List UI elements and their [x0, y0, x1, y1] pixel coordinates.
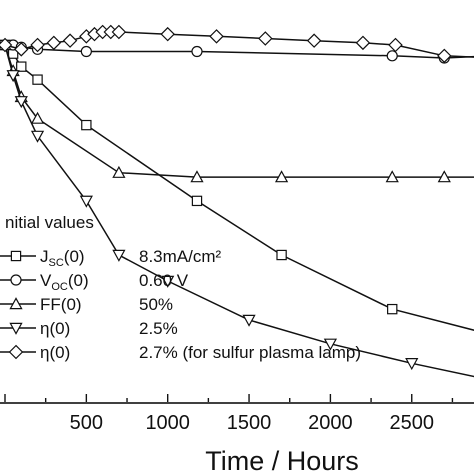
- legend: nitial values JSC(0) 8.3mA/cm² VOC(0) 0.60 V…: [0, 213, 361, 362]
- legend-marker: [9, 322, 23, 335]
- legend-entry: FF(0) 50%: [0, 295, 173, 314]
- data-point-square: [32, 74, 43, 85]
- x-tick-label: 2500: [390, 412, 435, 434]
- x-tick-label: 1500: [227, 412, 272, 434]
- legend-title: nitial values: [5, 213, 94, 232]
- legend-entry: JSC(0) 8.3mA/cm²: [0, 247, 222, 269]
- data-point-diamond: [437, 48, 452, 64]
- series-diamond: [0, 24, 474, 64]
- data-point-triangle-up: [437, 170, 451, 183]
- legend-value: 8.3mA/cm²: [139, 247, 222, 266]
- legend-entry: η(0) 2.5%: [0, 319, 178, 338]
- data-point-diamond: [306, 33, 322, 48]
- data-point-diamond: [0, 37, 13, 53]
- x-tick-label: 500: [70, 412, 103, 434]
- data-point-diamond: [355, 35, 371, 51]
- x-axis: 500100015002000250030: [4, 394, 454, 434]
- data-point-diamond: [209, 29, 224, 44]
- series-square: [0, 39, 474, 331]
- legend-marker: [8, 344, 24, 360]
- data-point-square: [81, 119, 92, 131]
- series-line-square: [4, 44, 474, 331]
- legend-entry: VOC(0) 0.60 V: [0, 271, 189, 293]
- data-point-triangle-up: [190, 170, 204, 183]
- data-point-triangle-down: [6, 70, 20, 83]
- data-point-triangle-up: [274, 170, 289, 183]
- data-point-diamond: [258, 31, 273, 46]
- series-line-diamond: [4, 31, 474, 58]
- data-point-square: [16, 61, 27, 72]
- legend-value: 50%: [139, 295, 173, 314]
- plot-frame: [0, 402, 474, 404]
- x-axis-title: Time / Hours: [205, 446, 359, 474]
- data-point-diamond: [62, 33, 78, 48]
- legend-label: η(0): [40, 319, 70, 338]
- legend-value: 2.7% (for sulfur plasma lamp): [139, 343, 361, 362]
- data-point-diamond: [111, 24, 127, 40]
- data-point-triangle-down: [112, 249, 126, 262]
- data-point-triangle-down: [323, 338, 338, 351]
- data-point-square: [387, 303, 398, 315]
- legend-label: FF(0): [40, 295, 82, 314]
- series-line-triangle-up: [4, 44, 474, 178]
- data-point-triangle-down: [161, 275, 175, 288]
- data-point-triangle-down: [14, 96, 28, 109]
- legend-marker: [10, 250, 22, 262]
- legend-label: η(0): [40, 343, 70, 362]
- legend-marker: [10, 274, 22, 286]
- data-point-square: [191, 195, 203, 207]
- legend-marker: [9, 297, 23, 310]
- data-point-diamond: [30, 37, 45, 53]
- plot-area: [0, 24, 474, 378]
- data-point-diamond: [388, 37, 403, 53]
- data-point-circle: [386, 50, 398, 62]
- legend-value: 0.60 V: [139, 271, 189, 290]
- data-point-triangle-up: [385, 170, 399, 183]
- data-point-diamond: [160, 26, 175, 42]
- data-point-circle: [80, 45, 92, 58]
- data-point-triangle-up: [30, 111, 45, 124]
- data-point-triangle-down: [30, 130, 45, 143]
- data-point-triangle-up: [112, 165, 126, 178]
- legend-value: 2.5%: [139, 319, 178, 338]
- data-point-triangle-down: [405, 358, 419, 371]
- data-point-diamond: [46, 35, 62, 51]
- data-point-circle: [191, 45, 203, 58]
- data-point-triangle-down: [79, 195, 93, 208]
- legend-label: JSC(0): [40, 247, 85, 269]
- data-point-diamond: [14, 42, 29, 57]
- legend-entry: η(0) 2.7% (for sulfur plasma lamp): [0, 343, 361, 362]
- data-point-square: [276, 249, 287, 261]
- x-tick-label: 1000: [145, 412, 190, 434]
- x-tick-label: 2000: [308, 412, 353, 434]
- data-point-triangle-down: [242, 314, 256, 327]
- legend-label: VOC(0): [40, 271, 89, 293]
